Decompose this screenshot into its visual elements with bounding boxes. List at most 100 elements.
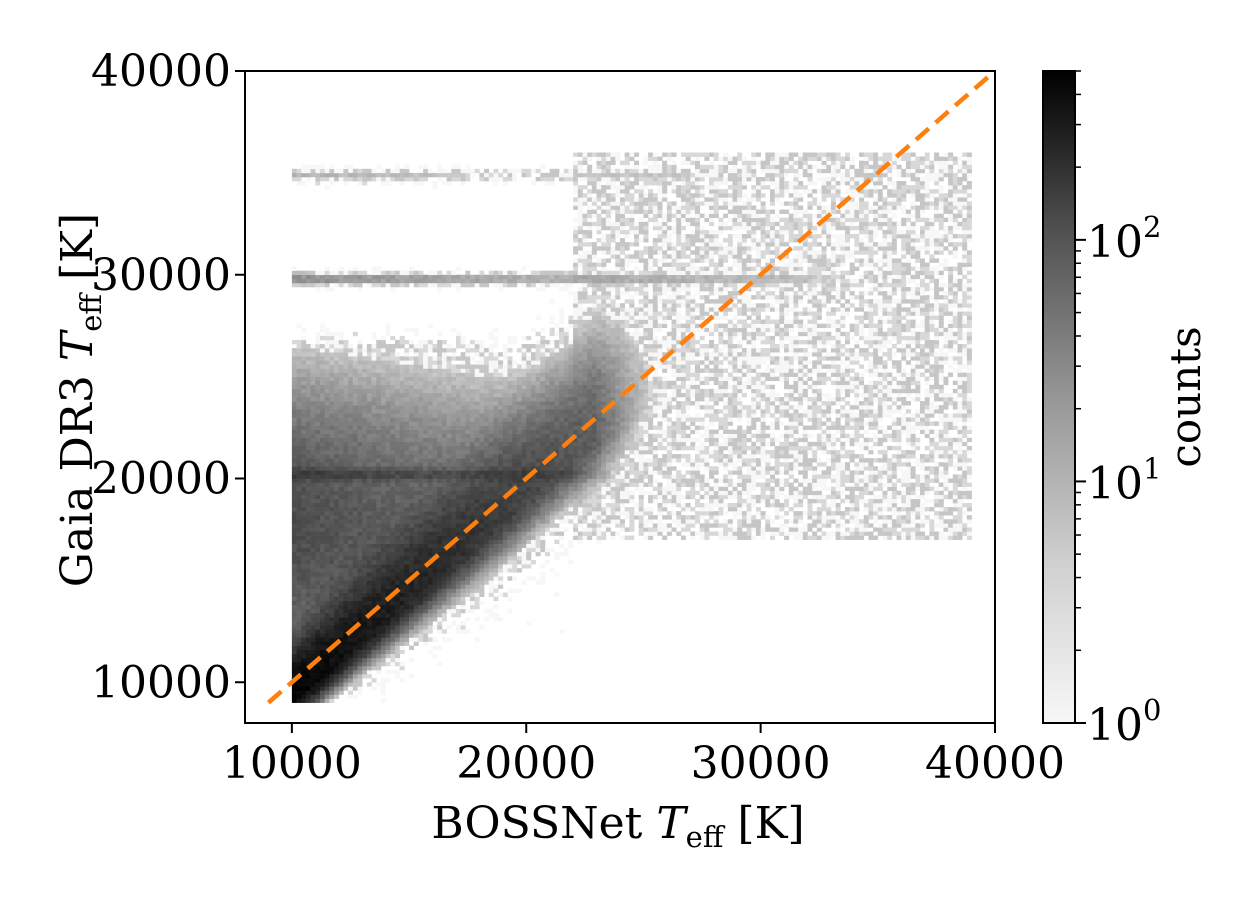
heatmap-cell [324,282,330,288]
heatmap-cell [357,176,363,182]
heatmap-cell [329,437,335,443]
heatmap-cell [498,397,504,402]
heatmap-cell [324,539,330,545]
heatmap-cell [301,344,307,349]
heatmap-cell [395,490,400,496]
heatmap-cell [451,176,457,182]
heatmap-cell [348,604,354,610]
heatmap-cell [413,172,419,178]
heatmap-cell [371,462,377,467]
heatmap-cell [409,405,415,410]
heatmap-cell [451,580,457,585]
heatmap-cell [371,368,377,373]
heatmap-cell [399,466,405,471]
heatmap-cell [376,629,382,634]
heatmap-cell [320,515,325,520]
heatmap-cell [320,397,325,402]
heatmap-cell [399,527,405,532]
heatmap-cell [334,527,340,532]
heatmap-cell [362,523,368,528]
heatmap-cell [296,356,302,361]
heatmap-cell [563,429,569,434]
heatmap-cell [413,531,419,536]
heatmap-cell [526,482,532,487]
heatmap-cell [446,466,452,471]
heatmap-cell [343,608,349,614]
heatmap-cell [366,539,372,545]
heatmap-cell [559,474,565,479]
heatmap-cell [399,502,405,508]
heatmap-cell [301,449,307,455]
heatmap-cell [390,437,396,443]
heatmap-cell [352,433,358,439]
heatmap-cell [479,482,485,487]
heatmap-cell [460,360,466,365]
heatmap-cell [310,270,316,276]
heatmap-cell [484,470,490,475]
heatmap-cell [399,588,405,593]
heatmap-cell [296,649,302,655]
heatmap-cell [484,474,490,479]
heatmap-cell [568,454,574,459]
heatmap-cell [488,413,494,418]
heatmap-cell [441,494,447,500]
heatmap-cell [315,547,321,553]
heatmap-cell [395,661,400,667]
heatmap-cell [521,511,527,516]
heatmap-cell [530,535,536,540]
heatmap-cell [455,445,461,451]
heatmap-cell [549,445,555,451]
heatmap-cell [502,344,508,349]
heatmap-cell [310,172,316,178]
heatmap-cell [380,608,386,614]
heatmap-cell [395,270,400,276]
heatmap-cell [362,445,368,451]
heatmap-cell [437,482,443,487]
heatmap-cell [451,376,457,382]
heatmap-cell [573,189,579,194]
heatmap-cell [427,425,433,430]
heatmap-cell [484,282,490,288]
heatmap-cell [329,596,335,602]
heatmap-cell [521,474,527,479]
heatmap-cell [502,568,508,573]
heatmap-cell [409,555,415,561]
heatmap-cell [376,454,382,459]
heatmap-cell [465,478,471,483]
heatmap-cell [343,576,349,581]
heatmap-cell [301,515,307,520]
heatmap-cell [521,498,527,504]
heatmap-cell [474,604,480,610]
heatmap-cell [474,511,480,516]
heatmap-cell [301,384,307,390]
heatmap-cell [334,633,340,638]
heatmap-cell [488,417,494,422]
heatmap-cell [357,641,363,646]
heatmap-cell [395,507,400,512]
heatmap-cell [488,344,494,349]
heatmap-cell [413,384,419,390]
heatmap-cell [451,466,457,471]
heatmap-cell [366,417,372,422]
heatmap-cell [380,690,386,695]
heatmap-cell [310,551,316,557]
heatmap-cell [404,633,410,638]
heatmap-cell [291,441,297,447]
heatmap-cell [399,531,405,536]
heatmap-cell [493,441,499,447]
heatmap-cell [390,368,396,373]
heatmap-cell [399,168,405,174]
heatmap-cell [380,384,386,390]
heatmap-cell [512,433,518,439]
heatmap-cell [545,368,550,373]
heatmap-cell [498,270,504,276]
heatmap-cell [427,568,433,573]
heatmap-cell [474,388,480,394]
heatmap-cell [413,633,419,638]
heatmap-cell [423,405,429,410]
heatmap-cell [446,470,452,475]
heatmap-cell [329,670,335,675]
heatmap-cell [357,348,363,353]
heatmap-cell [320,551,325,557]
